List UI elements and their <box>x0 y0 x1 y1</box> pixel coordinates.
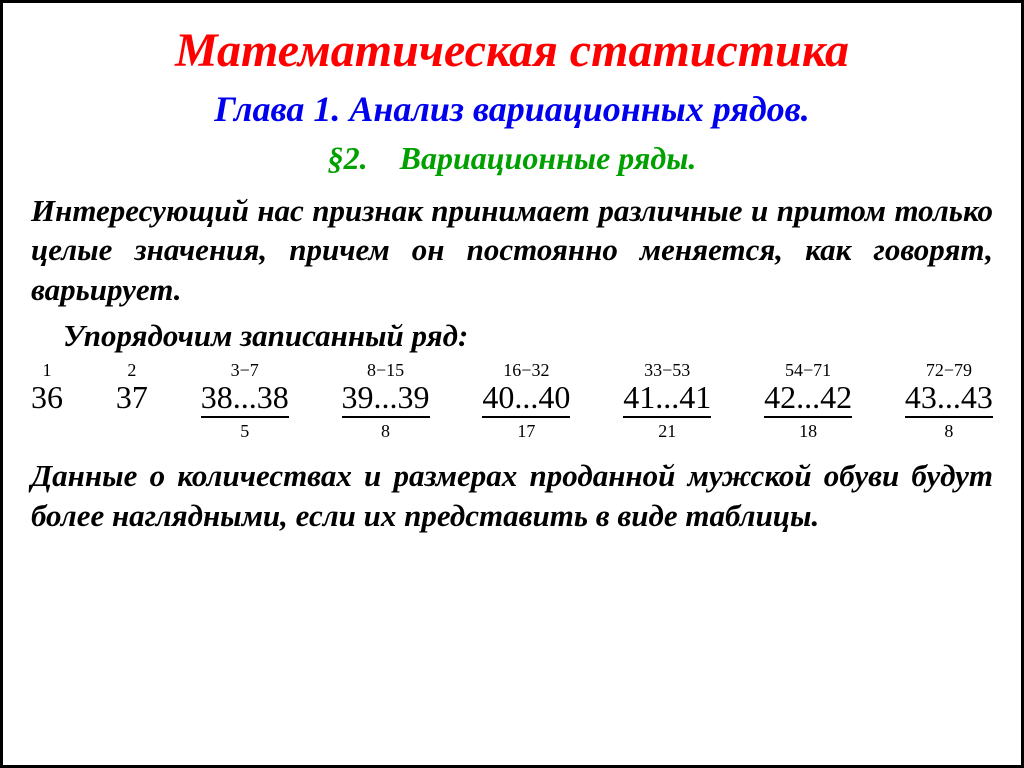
series-index-range: 54−71 <box>785 361 831 379</box>
series-frequency: 18 <box>799 422 817 440</box>
series-group: 136 <box>31 361 63 437</box>
chapter-heading: Глава 1. Анализ вариационных рядов. <box>31 88 993 130</box>
series-group: 72−79 43...43 8 <box>905 361 993 440</box>
series-value: 40...40 <box>482 381 570 418</box>
series-frequency: 8 <box>381 422 390 440</box>
variation-series: 1362373−738...3858−1539...39816−3240...4… <box>31 361 993 440</box>
series-index-range: 3−7 <box>231 361 259 379</box>
series-group: 54−71 42...42 18 <box>764 361 852 440</box>
series-index-range: 16−32 <box>503 361 549 379</box>
series-index-range: 33−53 <box>644 361 690 379</box>
series-frequency: 17 <box>517 422 535 440</box>
series-value: 36 <box>31 381 63 415</box>
paragraph-conclusion: Данные о количествах и размерах проданно… <box>31 456 993 535</box>
series-value: 38...38 <box>201 381 289 418</box>
series-value: 43...43 <box>905 381 993 418</box>
slide-frame: Математическая статистика Глава 1. Анали… <box>0 0 1024 768</box>
series-group: 237 <box>116 361 148 437</box>
series-frequency: 8 <box>944 422 953 440</box>
series-group: 33−53 41...41 21 <box>623 361 711 440</box>
series-value: 42...42 <box>764 381 852 418</box>
series-group: 16−32 40...40 17 <box>482 361 570 440</box>
series-index-range: 8−15 <box>367 361 404 379</box>
series-value: 41...41 <box>623 381 711 418</box>
series-value: 39...39 <box>342 381 430 418</box>
series-index-range: 72−79 <box>926 361 972 379</box>
series-index-range: 1 <box>43 361 52 379</box>
series-frequency: 21 <box>658 422 676 440</box>
series-frequency: 5 <box>240 422 249 440</box>
series-group: 3−7 38...38 5 <box>201 361 289 440</box>
paragraph-order: Упорядочим записанный ряд: <box>31 316 993 356</box>
paragraph-intro: Интересующий нас признак принимает разли… <box>31 191 993 310</box>
section-heading: §2. Вариационные ряды. <box>31 140 993 177</box>
series-group: 8−15 39...39 8 <box>342 361 430 440</box>
series-index-range: 2 <box>127 361 136 379</box>
document-title: Математическая статистика <box>31 25 993 78</box>
series-value: 37 <box>116 381 148 415</box>
